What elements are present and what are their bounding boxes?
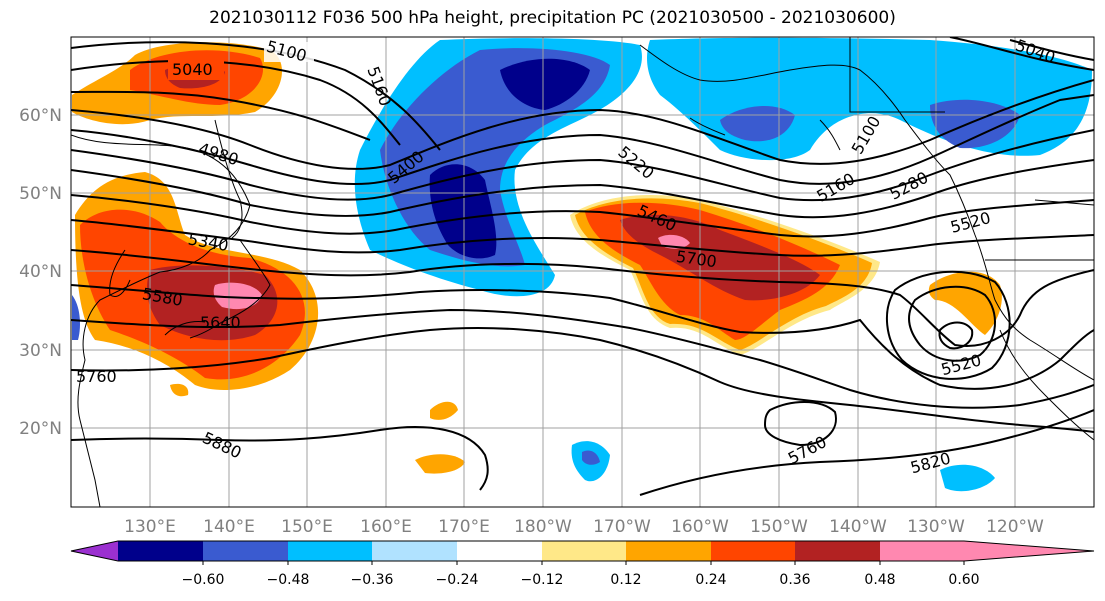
contour-label: 5640 bbox=[200, 313, 241, 332]
shade-area-small-5 bbox=[170, 383, 189, 397]
colorbar-swatch bbox=[880, 541, 964, 561]
map-title: 2021030112 F036 500 hPa height, precipit… bbox=[209, 8, 896, 28]
lat-tick-label: 60°N bbox=[19, 106, 62, 126]
shade-area-japan-dark bbox=[147, 265, 278, 341]
lon-tick-label: 160°E bbox=[360, 517, 412, 537]
lat-tick-label: 50°N bbox=[19, 184, 62, 204]
shade-area-small-6 bbox=[72, 295, 80, 340]
lon-tick-label: 120°W bbox=[986, 517, 1044, 537]
lon-tick-label: 150°W bbox=[750, 517, 808, 537]
colorbar-tick-label: −0.36 bbox=[351, 572, 394, 588]
contour-label-layer: 5100 5040 5160 4980 5400 5340 5580 5640 … bbox=[76, 36, 1058, 478]
lat-axis: 60°N 50°N 40°N 30°N 20°N bbox=[19, 106, 62, 439]
colorbar-swatch bbox=[457, 541, 542, 561]
lat-tick-label: 40°N bbox=[19, 262, 62, 282]
lon-tick-label: 130°W bbox=[907, 517, 965, 537]
colorbar: −0.60 −0.48 −0.36 −0.24 −0.12 0.12 0.24 … bbox=[70, 540, 1095, 588]
colorbar-tick-label: −0.12 bbox=[521, 572, 564, 588]
colorbar-tick-label: −0.48 bbox=[267, 572, 310, 588]
contour-label: 5760 bbox=[76, 367, 117, 386]
lon-tick-label: 170°E bbox=[438, 517, 490, 537]
shade-area-small-4 bbox=[582, 450, 600, 465]
colorbar-swatch bbox=[118, 541, 203, 561]
colorbar-extend-right bbox=[964, 541, 1094, 561]
shade-area-small-1 bbox=[415, 454, 465, 474]
lon-axis: 130°E 140°E 150°E 160°E 170°E 180°W 170°… bbox=[124, 517, 1044, 537]
colorbar-swatch bbox=[542, 541, 626, 561]
map-frame bbox=[70, 36, 1095, 508]
colorbar-tick-label: 0.60 bbox=[948, 572, 979, 588]
lon-tick-label: 140°E bbox=[203, 517, 255, 537]
lat-tick-label: 30°N bbox=[19, 341, 62, 361]
colorbar-swatch bbox=[711, 541, 795, 561]
colorbar-outline bbox=[70, 540, 1095, 562]
colorbar-tick-label: 0.12 bbox=[610, 572, 641, 588]
shade-area-north-pacific-deep bbox=[429, 164, 497, 259]
contour-label: 5040 bbox=[172, 60, 213, 79]
lon-tick-label: 160°W bbox=[671, 517, 729, 537]
colorbar-tick-label: −0.24 bbox=[436, 572, 479, 588]
shade-area-small-2 bbox=[430, 401, 458, 420]
lat-tick-label: 20°N bbox=[19, 419, 62, 439]
shade-area-north-pacific-deep2 bbox=[500, 58, 590, 110]
colorbar-tick-label: −0.60 bbox=[182, 572, 225, 588]
lon-tick-label: 150°E bbox=[281, 517, 333, 537]
colorbar-swatch bbox=[203, 541, 288, 561]
shade-area-japan-peak bbox=[213, 282, 262, 310]
colorbar-extend-left bbox=[71, 541, 118, 561]
colorbar-tick-label: 0.24 bbox=[695, 572, 726, 588]
lon-tick-label: 170°W bbox=[593, 517, 651, 537]
lon-tick-label: 130°E bbox=[124, 517, 176, 537]
lon-tick-label: 180°W bbox=[514, 517, 572, 537]
colorbar-swatch bbox=[626, 541, 711, 561]
colorbar-tick-label: 0.48 bbox=[864, 572, 895, 588]
shade-area-small-7 bbox=[940, 464, 995, 492]
colorbar-swatch bbox=[288, 541, 372, 561]
colorbar-swatch bbox=[372, 541, 457, 561]
height-contours bbox=[71, 37, 1094, 496]
colorbar-swatch bbox=[795, 541, 880, 561]
colorbar-tick-label: 0.36 bbox=[779, 572, 810, 588]
lon-tick-label: 140°W bbox=[829, 517, 887, 537]
